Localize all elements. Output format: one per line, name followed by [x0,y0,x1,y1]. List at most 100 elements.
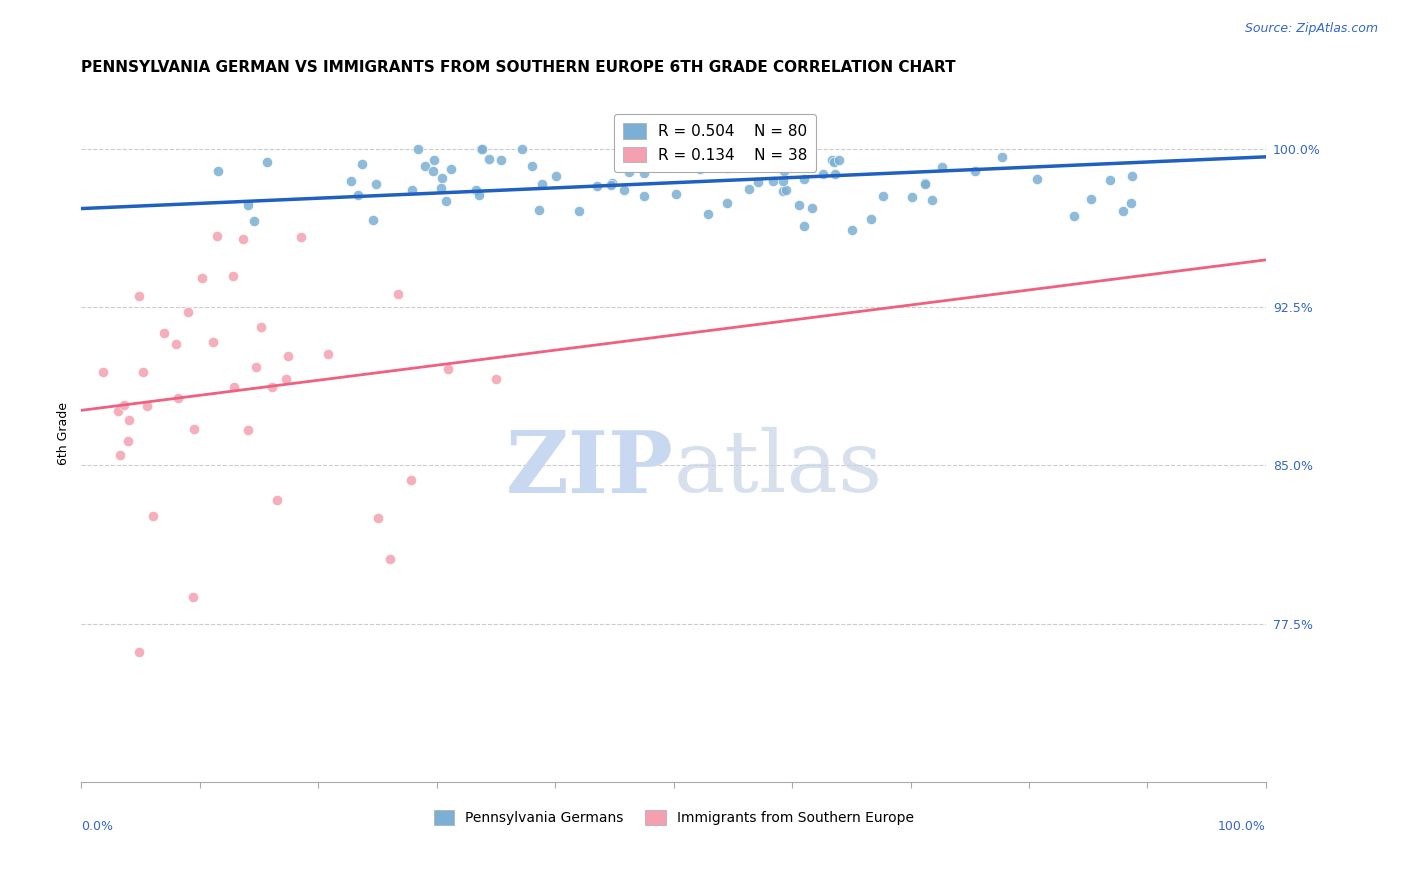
Point [422,164,444,178]
Point [437,362,460,376]
Point [520,159,543,173]
Point [530,178,553,192]
Point [277,349,299,363]
Point [207,228,229,243]
Point [350,157,373,171]
Point [413,159,436,173]
Point [406,142,429,156]
Point [965,164,987,178]
Point [491,153,513,168]
Point [136,399,159,413]
Point [201,334,224,349]
Point [1121,169,1143,184]
Point [1063,209,1085,223]
Point [256,155,278,169]
Point [470,142,492,156]
Point [128,645,150,659]
Point [399,473,422,487]
Point [176,305,198,319]
Point [1080,192,1102,206]
Point [142,509,165,524]
Point [1112,203,1135,218]
Point [747,175,769,189]
Point [316,347,339,361]
Point [107,404,129,418]
Point [166,392,188,406]
Point [772,173,794,187]
Point [153,326,176,340]
Point [387,287,409,301]
Point [600,178,623,192]
Point [165,337,187,351]
Point [841,223,863,237]
Point [340,174,363,188]
Point [108,448,131,462]
Point [274,372,297,386]
Point [633,189,655,203]
Point [468,188,491,202]
Point [432,170,454,185]
Point [586,178,609,193]
Point [633,166,655,180]
Point [860,212,883,227]
Point [619,165,641,179]
Point [290,229,312,244]
Point [813,167,835,181]
Point [207,164,229,178]
Point [914,176,936,190]
Point [401,183,423,197]
Point [823,154,845,169]
Point [364,177,387,191]
Point [567,204,589,219]
Point [921,193,943,207]
Point [613,183,636,197]
Point [721,157,744,171]
Point [224,380,246,394]
Point [262,380,284,394]
Point [266,493,288,508]
Point [1026,172,1049,186]
Point [117,434,139,448]
Point [128,289,150,303]
Point [716,161,738,175]
Point [600,177,623,191]
Point [872,189,894,203]
Point [181,590,204,604]
Point [423,153,446,167]
Point [485,372,508,386]
Point [434,194,457,209]
Point [346,188,368,202]
Point [696,207,718,221]
Point [117,413,139,427]
Point [824,168,846,182]
Point [236,198,259,212]
Point [510,142,533,156]
Point [440,161,463,176]
Point [478,153,501,167]
Point [250,319,273,334]
Point [378,551,401,566]
Point [617,146,640,161]
Text: ZIP: ZIP [506,426,673,510]
Point [787,198,810,212]
Point [914,177,936,191]
Point [793,219,815,234]
Point [931,160,953,174]
Point [1099,172,1122,186]
Point [1119,195,1142,210]
Point [546,169,568,184]
Text: atlas: atlas [673,427,883,510]
Point [725,144,748,158]
Point [772,185,794,199]
Point [716,196,738,211]
Point [821,153,844,167]
Point [91,365,114,379]
Point [737,182,759,196]
Text: 0.0%: 0.0% [82,820,114,833]
Point [801,201,824,215]
Point [191,270,214,285]
Point [773,164,796,178]
Point [665,187,688,202]
Point [471,142,494,156]
Point [361,212,384,227]
